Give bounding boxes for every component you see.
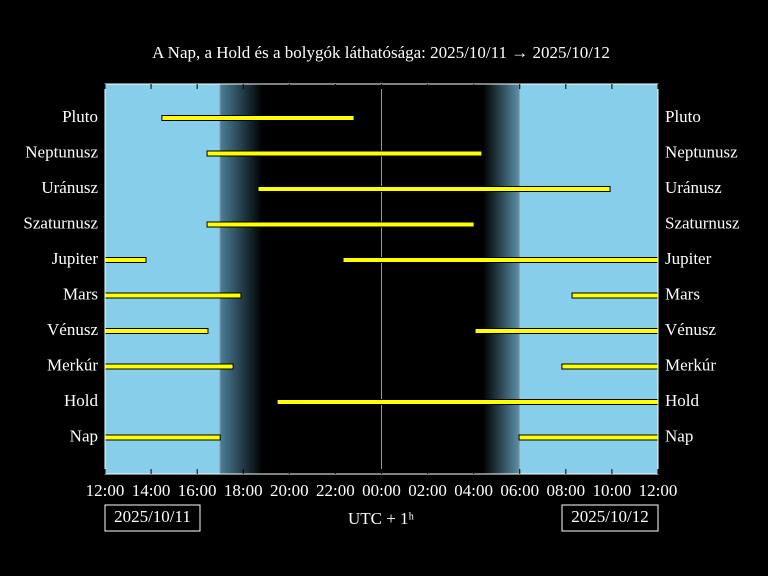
- row-label: Mars: [63, 284, 98, 303]
- visibility-bar: [161, 115, 355, 121]
- visibility-bar: [474, 328, 659, 334]
- row-label: Vénusz: [47, 320, 98, 339]
- visibility-bar: [104, 328, 209, 334]
- x-tick-label: 06:00: [500, 481, 539, 500]
- x-tick-label: 12:00: [639, 481, 678, 500]
- visibility-bar: [257, 186, 611, 192]
- x-tick-label: 08:00: [546, 481, 585, 500]
- visibility-bar: [342, 257, 659, 263]
- row-label: Merkúr: [665, 355, 716, 374]
- dusk: [220, 84, 263, 474]
- visibility-bar: [276, 399, 659, 405]
- date-label: 2025/10/11: [114, 507, 191, 526]
- date-label: 2025/10/12: [571, 507, 648, 526]
- x-tick-label: 16:00: [178, 481, 217, 500]
- x-tick-label: 14:00: [132, 481, 171, 500]
- dawn: [482, 84, 520, 474]
- x-tick-label: 22:00: [316, 481, 355, 500]
- row-label: Hold: [665, 391, 700, 410]
- x-tick-label: 18:00: [224, 481, 263, 500]
- row-label: Pluto: [665, 107, 701, 126]
- row-label: Neptunusz: [25, 142, 98, 161]
- visibility-bar: [104, 257, 147, 263]
- visibility-bar: [104, 434, 221, 441]
- row-label: Uránusz: [665, 178, 722, 197]
- row-label: Merkúr: [47, 355, 98, 374]
- visibility-bar: [571, 292, 659, 299]
- row-label: Jupiter: [665, 249, 712, 268]
- row-label: Nap: [70, 426, 98, 445]
- x-axis-label: UTC + 1ʰ: [348, 509, 415, 528]
- visibility-bar: [104, 363, 234, 370]
- x-tick-label: 04:00: [454, 481, 493, 500]
- chart-title: A Nap, a Hold és a bolygók láthatósága: …: [152, 43, 610, 62]
- day: [105, 84, 221, 474]
- visibility-bar: [206, 221, 475, 228]
- row-label: Vénusz: [665, 320, 716, 339]
- row-label: Uránusz: [41, 178, 98, 197]
- row-label: Neptunusz: [665, 142, 738, 161]
- visibility-bar: [561, 363, 659, 370]
- row-label: Jupiter: [52, 249, 99, 268]
- x-tick-label: 20:00: [270, 481, 309, 500]
- x-tick-label: 00:00: [362, 481, 401, 500]
- row-label: Mars: [665, 284, 700, 303]
- date-box: [561, 504, 659, 532]
- row-label: Szaturnusz: [665, 213, 740, 232]
- x-tick-label: 10:00: [593, 481, 632, 500]
- date-box: [104, 504, 201, 532]
- row-label: Hold: [64, 391, 99, 410]
- visibility-bar: [104, 292, 242, 299]
- day: [519, 84, 658, 474]
- row-label: Nap: [665, 426, 693, 445]
- visibility-bar: [206, 150, 483, 157]
- visibility-bar: [518, 434, 659, 441]
- row-label: Pluto: [62, 107, 98, 126]
- x-tick-label: 02:00: [408, 481, 447, 500]
- row-label: Szaturnusz: [23, 213, 98, 232]
- x-tick-label: 12:00: [86, 481, 125, 500]
